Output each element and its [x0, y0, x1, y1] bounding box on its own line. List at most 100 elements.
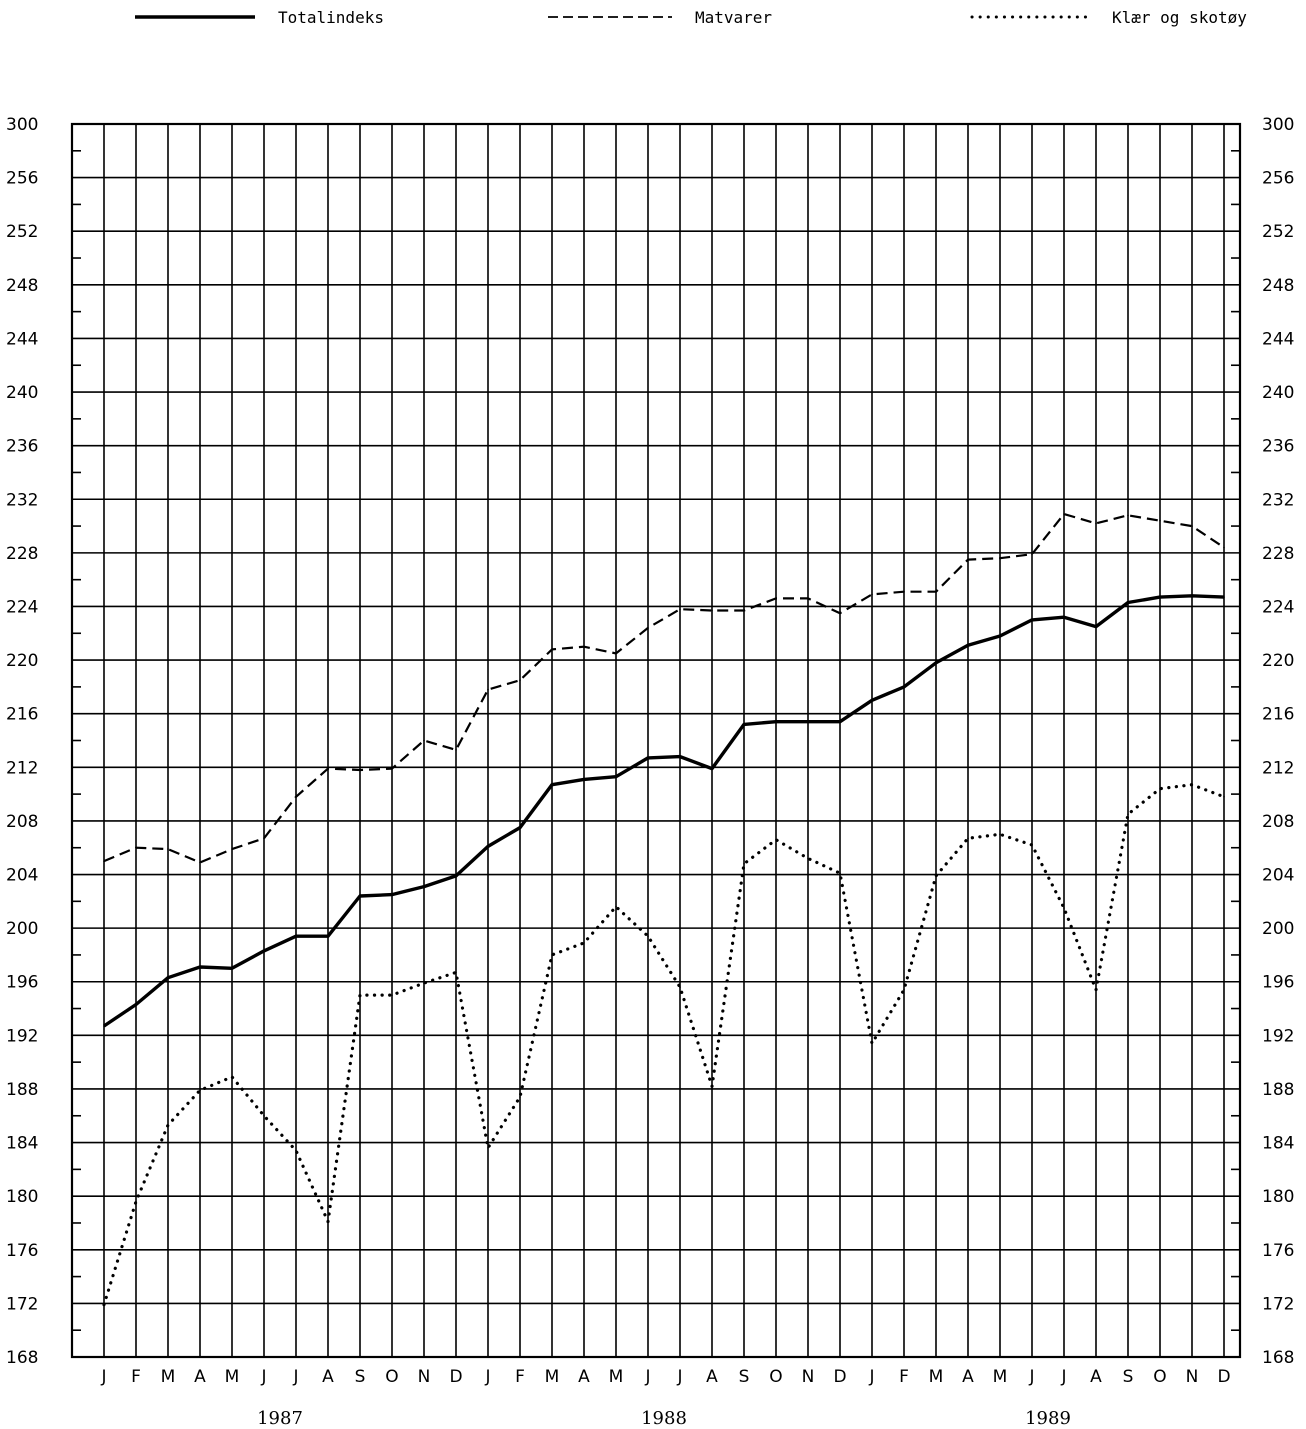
y-tick-label-right: 212	[1262, 758, 1294, 778]
data-point-matvarer	[167, 848, 169, 850]
data-point-klaer-og-skotoy	[743, 863, 745, 865]
y-tick-label-right: 208	[1262, 812, 1294, 832]
data-point-totalindeks	[167, 976, 169, 979]
data-point-totalindeks	[1223, 596, 1225, 598]
y-tick-label-right: 204	[1262, 866, 1294, 886]
y-tick-label-left: 252	[6, 222, 38, 242]
y-tick-label-left: 204	[6, 866, 38, 886]
y-tick-label-right: 196	[1262, 973, 1294, 993]
x-tick-label: J	[676, 1367, 682, 1387]
x-tick-label: S	[1123, 1367, 1134, 1387]
data-point-totalindeks	[1159, 596, 1161, 598]
y-tick-label-left: 196	[6, 973, 38, 993]
data-point-klaer-og-skotoy	[263, 1114, 265, 1117]
data-point-matvarer	[231, 848, 233, 850]
data-point-matvarer	[999, 557, 1001, 560]
data-point-totalindeks	[359, 895, 361, 897]
data-point-matvarer	[135, 846, 137, 849]
legend: Totalindeks Matvarer Klær og skotøy	[135, 8, 1247, 27]
data-point-matvarer	[1191, 525, 1193, 527]
data-point-totalindeks	[775, 720, 777, 723]
data-point-matvarer	[423, 739, 425, 742]
data-point-totalindeks	[1127, 601, 1129, 604]
data-point-klaer-og-skotoy	[711, 1085, 713, 1088]
data-point-klaer-og-skotoy	[487, 1147, 489, 1149]
x-tick-label: F	[515, 1367, 525, 1387]
data-point-totalindeks	[1191, 594, 1193, 597]
data-point-totalindeks	[263, 950, 265, 952]
x-tick-label: J	[1060, 1367, 1066, 1387]
data-point-matvarer	[359, 769, 361, 771]
data-series	[102, 512, 1226, 1307]
data-point-matvarer	[775, 597, 777, 600]
data-point-totalindeks	[327, 935, 329, 937]
data-point-matvarer	[1223, 546, 1225, 549]
data-point-totalindeks	[231, 967, 233, 970]
data-point-klaer-og-skotoy	[167, 1124, 169, 1126]
data-point-matvarer	[295, 795, 297, 798]
data-point-matvarer	[743, 609, 745, 612]
y-tick-label-left: 200	[6, 919, 38, 939]
x-tick-label: M	[993, 1367, 1008, 1387]
series-line-totalindeks	[103, 594, 1225, 1028]
y-tick-label-right: 216	[1262, 705, 1294, 725]
data-point-matvarer	[647, 627, 649, 629]
y-tick-label-left: 228	[6, 544, 38, 564]
data-point-matvarer	[199, 861, 201, 864]
y-tick-label-right: 228	[1262, 544, 1294, 564]
data-point-matvarer	[327, 767, 329, 770]
y-tick-label-right: 192	[1262, 1026, 1294, 1046]
series-line-klaer-og-skotoy	[102, 783, 1226, 1307]
data-point-totalindeks	[647, 757, 649, 759]
data-point-totalindeks	[551, 783, 553, 786]
data-point-klaer-og-skotoy	[1031, 844, 1033, 846]
x-tick-label: M	[929, 1367, 944, 1387]
legend-label-matvarer: Matvarer	[695, 8, 772, 27]
data-point-klaer-og-skotoy	[935, 875, 937, 877]
data-point-totalindeks	[871, 699, 873, 702]
x-axis-tick-labels: J F M A M J J A S O N D J F M A M J J A S O N D J F M A M J J A S O N D1987…	[100, 1367, 1230, 1429]
data-point-klaer-og-skotoy	[231, 1076, 233, 1078]
y-tick-label-left: 240	[6, 383, 38, 403]
data-point-matvarer	[583, 645, 585, 648]
x-tick-label: S	[739, 1367, 750, 1387]
data-point-matvarer	[711, 609, 713, 612]
data-point-totalindeks	[1031, 619, 1033, 621]
x-tick-label: N	[802, 1367, 815, 1387]
year-label: 1989	[1025, 1408, 1071, 1429]
data-point-matvarer	[551, 648, 553, 651]
data-point-matvarer	[1031, 553, 1033, 556]
x-tick-label: M	[225, 1367, 240, 1387]
y-tick-label-left: 248	[6, 276, 38, 296]
data-point-totalindeks	[743, 723, 745, 726]
data-point-klaer-og-skotoy	[839, 872, 841, 874]
data-point-klaer-og-skotoy	[1127, 813, 1129, 816]
y-tick-label-right: 248	[1262, 276, 1294, 296]
y-tick-label-right: 232	[1262, 490, 1294, 510]
data-point-klaer-og-skotoy	[871, 1042, 873, 1045]
data-point-matvarer	[391, 767, 393, 770]
data-point-totalindeks	[455, 875, 457, 877]
x-tick-label: A	[194, 1367, 206, 1387]
x-tick-label: J	[260, 1367, 266, 1387]
data-point-matvarer	[455, 749, 457, 751]
y-tick-label-left: 172	[6, 1294, 38, 1314]
data-point-matvarer	[807, 597, 809, 600]
data-point-klaer-og-skotoy	[391, 994, 393, 996]
data-point-matvarer	[487, 688, 489, 691]
data-point-klaer-og-skotoy	[359, 994, 361, 996]
x-tick-label: F	[899, 1367, 909, 1387]
data-point-matvarer	[1159, 519, 1161, 522]
data-point-klaer-og-skotoy	[775, 838, 777, 841]
year-label: 1987	[257, 1408, 303, 1429]
year-label: 1988	[641, 1408, 687, 1429]
x-tick-label: D	[1217, 1367, 1230, 1387]
data-point-klaer-og-skotoy	[519, 1096, 521, 1098]
x-tick-label: J	[644, 1367, 650, 1387]
plot-grid	[70, 122, 1242, 1359]
data-point-totalindeks	[583, 778, 585, 781]
y-tick-label-right: 240	[1262, 383, 1294, 403]
y-tick-label-left: 224	[6, 597, 38, 617]
y-tick-label-left: 212	[6, 758, 38, 778]
